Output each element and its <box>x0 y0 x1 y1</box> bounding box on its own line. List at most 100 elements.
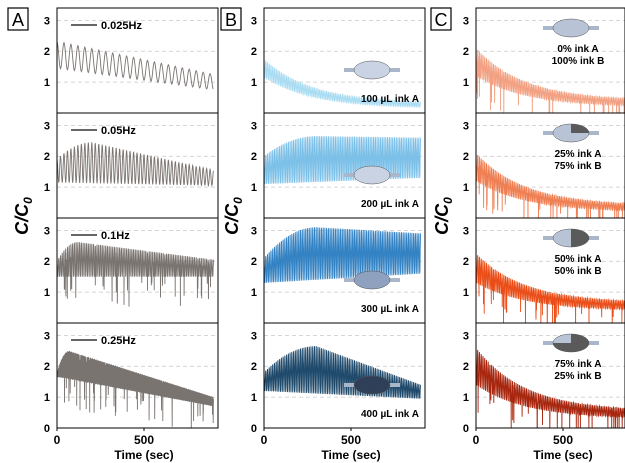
panel-letter-B: B <box>225 10 237 30</box>
x-axis-label: Time (sec) <box>114 448 173 462</box>
panel-letter-C: C <box>435 10 448 30</box>
y-tick-label: 2 <box>44 151 50 163</box>
legend-label: 0.1Hz <box>101 230 130 242</box>
y-tick-label: 1 <box>251 77 257 89</box>
subplot-A-1: 1 2 3 0.025Hz <box>44 7 219 114</box>
series-line <box>476 153 625 218</box>
series-label-line1: 25% ink A <box>555 149 602 160</box>
series-line <box>476 347 625 428</box>
y-tick-label: 3 <box>463 15 469 27</box>
y-tick-label: 3 <box>251 15 257 27</box>
y-tick-label: 1 <box>251 287 257 299</box>
series-line <box>476 253 625 323</box>
series-label-line1: 0% ink A <box>557 44 598 55</box>
series-label: 300 µL ink A <box>361 304 419 315</box>
x-tick-label: 0 <box>261 433 268 447</box>
series-line <box>57 350 214 428</box>
series-line <box>476 49 625 113</box>
y-tick-label: 2 <box>44 46 50 58</box>
y-tick-label: 1 <box>44 77 50 89</box>
mixer-chamber-icon <box>353 375 391 395</box>
panel-letter-box-A <box>7 7 29 31</box>
series-line <box>264 346 422 399</box>
y-tick-label: 2 <box>251 46 257 58</box>
legend-label: 0.25Hz <box>101 335 136 347</box>
y-axis-label: C/C0 <box>222 197 245 235</box>
mixer-chamber-icon <box>353 165 391 185</box>
y-axis-label: C/C0 <box>432 197 455 235</box>
series-label: 200 µL ink A <box>361 199 419 210</box>
y-tick-label: 2 <box>251 151 257 163</box>
x-tick-label: 0 <box>54 433 61 447</box>
y-tick-label: 1 <box>463 392 469 404</box>
series-line <box>57 142 214 188</box>
y-tick-label: 3 <box>251 330 257 342</box>
series-line <box>57 41 214 90</box>
legend-label: 0.025Hz <box>101 20 142 32</box>
subplot-A-2: 1 2 3 0.05Hz <box>44 112 219 219</box>
series-label-line2: 75% ink B <box>554 161 601 172</box>
subplot-C-3: 1 2 3 50% ink A50% ink B <box>463 217 625 324</box>
y-tick-label: 2 <box>463 46 469 58</box>
y-tick-label: 1 <box>44 287 50 299</box>
ink-fraction-wedge-icon <box>571 124 589 133</box>
y-tick-label: 2 <box>44 256 50 268</box>
x-axis-label: Time (sec) <box>321 448 380 462</box>
y-tick-label: 3 <box>44 15 50 27</box>
y-tick-label: 1 <box>251 182 257 194</box>
y-tick-label: 1 <box>463 77 469 89</box>
series-label-line2: 25% ink B <box>554 371 601 382</box>
y-tick-label: 3 <box>44 225 50 237</box>
axes-frame <box>56 322 219 429</box>
x-axis-label: Time (sec) <box>533 448 592 462</box>
series-label-line2: 50% ink B <box>554 266 601 277</box>
subplot-B-3: 1 2 3 300 µL ink A <box>251 217 426 324</box>
panel-A: A C/C0 1 2 3 0.025Hz 1 2 3 0.05Hz 1 2 3 0.1Hz 1 2 3 0 0.25… <box>7 7 219 462</box>
series-label: 400 µL ink A <box>361 409 419 420</box>
mixer-chamber-icon <box>353 60 391 80</box>
y-tick-label: 3 <box>463 120 469 132</box>
y-tick-label: 1 <box>463 287 469 299</box>
y-tick-label: 3 <box>463 330 469 342</box>
axes-frame <box>475 322 625 429</box>
y-tick-label: 2 <box>251 361 257 373</box>
legend-label: 0.05Hz <box>101 125 136 137</box>
axes-frame <box>263 322 426 429</box>
y-axis-label: C/C0 <box>12 197 35 235</box>
series-label-line1: 75% ink A <box>555 359 602 370</box>
x-tick-label: 500 <box>134 433 154 447</box>
x-tick-label: 500 <box>341 433 361 447</box>
subplot-A-3: 1 2 3 0.1Hz <box>44 217 219 324</box>
mixer-chamber-icon <box>552 18 590 38</box>
y-tick-label: 3 <box>463 225 469 237</box>
y-tick-label: 2 <box>44 361 50 373</box>
panel-letter-box-C <box>430 7 452 31</box>
series-line <box>264 58 422 109</box>
subplot-C-2: 1 2 3 25% ink A75% ink B <box>463 112 625 219</box>
series-label-line1: 50% ink A <box>555 254 602 265</box>
y-tick-label: 3 <box>251 225 257 237</box>
series-line <box>264 227 422 283</box>
y-tick-label: 2 <box>463 361 469 373</box>
y-tick-label: 1 <box>44 182 50 194</box>
y-tick-label: 1 <box>44 392 50 404</box>
ink-fraction-wedge-icon <box>553 334 589 352</box>
series-label-line2: 100% ink B <box>552 56 605 67</box>
y-tick-label: 3 <box>44 330 50 342</box>
mixer-chamber-icon <box>353 270 391 290</box>
subplot-B-1: 1 2 3 100 µL ink A <box>251 7 426 114</box>
y-tick-label: 2 <box>463 151 469 163</box>
y-tick-label: 3 <box>251 120 257 132</box>
subplot-B-2: 1 2 3 200 µL ink A <box>251 112 426 219</box>
series-line <box>57 242 215 307</box>
y-tick-label: 3 <box>44 120 50 132</box>
x-tick-label: 500 <box>553 433 573 447</box>
y-tick-label: 0 <box>251 423 257 435</box>
